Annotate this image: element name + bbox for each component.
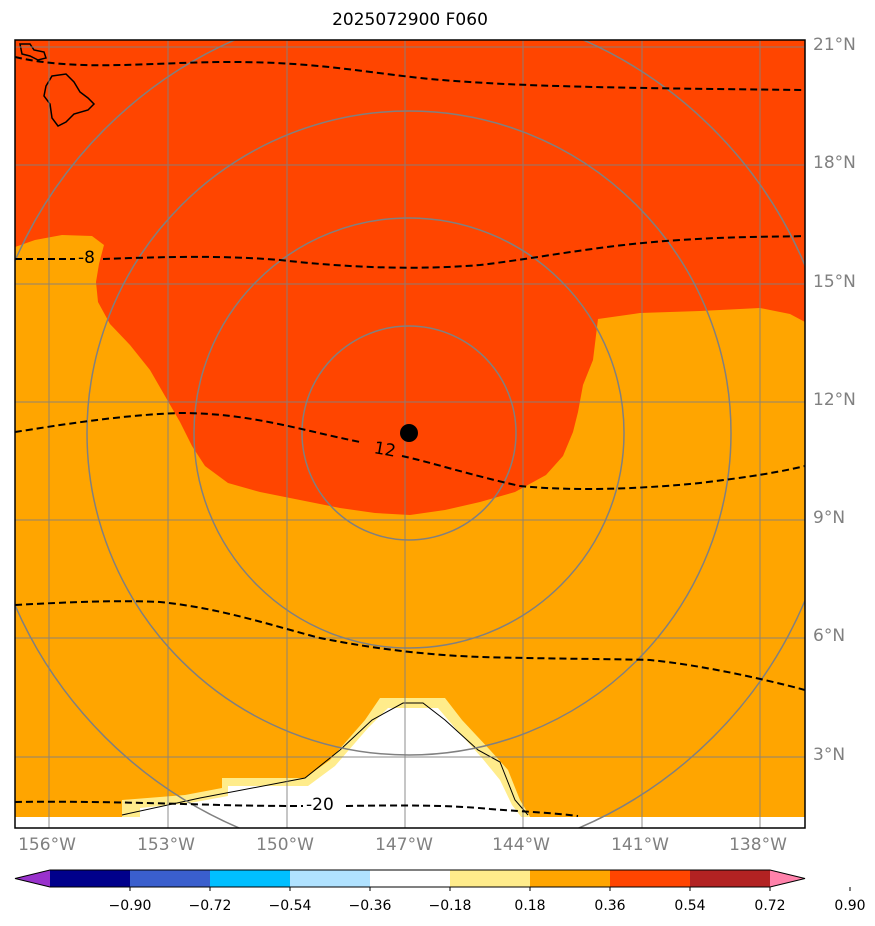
lat-label-6n: 6°N — [813, 626, 846, 646]
contour-label-minus20: -20 — [306, 795, 334, 815]
colorbar-tick-label: 0.36 — [594, 898, 626, 914]
colorbar — [14, 869, 851, 891]
contour-line-minus20 — [15, 800, 579, 817]
colorbar-segment — [530, 870, 611, 887]
graticule — [15, 40, 805, 828]
map-area — [15, 40, 805, 828]
lon-label-156w: 156°W — [18, 835, 76, 855]
map-frame — [14, 39, 806, 829]
contour-label-minus8: -8 — [78, 248, 95, 268]
range-ring-2 — [193, 217, 625, 649]
colorbar-segment — [50, 870, 131, 887]
lat-label-9n: 9°N — [813, 508, 846, 528]
contour-line-top — [15, 56, 805, 91]
colorbar-tick-label: 0.90 — [834, 898, 866, 914]
contours — [15, 56, 805, 817]
colorbar-extend-low — [15, 870, 50, 887]
range-ring-1 — [301, 325, 517, 541]
colorbar-tick-label: −0.90 — [108, 898, 152, 914]
lon-label-141w: 141°W — [611, 835, 669, 855]
colorbar-extend-high — [770, 870, 805, 887]
colorbar-tick-label: 0.72 — [754, 898, 786, 914]
contour-label-12: 12 — [372, 438, 398, 462]
hawaii-big-island — [43, 73, 96, 127]
contour-line-12 — [15, 411, 805, 491]
colorbar-segment — [290, 870, 371, 887]
colorbar-segment — [210, 870, 291, 887]
lat-label-21n: 21°N — [813, 35, 856, 55]
lon-label-147w: 147°W — [375, 835, 433, 855]
lon-label-144w: 144°W — [492, 835, 550, 855]
lat-label-15n: 15°N — [813, 272, 856, 292]
contour-line-lower — [15, 600, 805, 691]
colorbar-tick-label: −0.54 — [268, 898, 312, 914]
storm-center-marker — [400, 424, 418, 442]
colorbar-segment — [690, 870, 771, 887]
colorbar-outline — [14, 869, 806, 888]
field-red-region — [15, 40, 805, 515]
map-title: 2025072900 F060 — [332, 10, 488, 30]
lon-label-150w: 150°W — [256, 835, 314, 855]
colorbar-segment — [610, 870, 691, 887]
range-rings — [15, 40, 805, 828]
colorbar-tick-label: 0.18 — [514, 898, 546, 914]
colorbar-segment — [370, 870, 451, 887]
lat-label-12n: 12°N — [813, 390, 856, 410]
contour-line-minus8 — [15, 235, 805, 269]
colorbar-segment — [130, 870, 211, 887]
colorbar-tick-label: −0.72 — [188, 898, 232, 914]
lon-label-138w: 138°W — [729, 835, 787, 855]
colorbar-segment — [450, 870, 531, 887]
lat-label-3n: 3°N — [813, 745, 846, 765]
range-ring-3 — [86, 110, 732, 756]
colorbar-tick-label: −0.36 — [348, 898, 392, 914]
maui-island — [19, 43, 47, 61]
colorbar-tick-label: 0.54 — [674, 898, 706, 914]
lon-label-153w: 153°W — [137, 835, 195, 855]
lat-label-18n: 18°N — [813, 153, 856, 173]
field-bottom-strip — [15, 817, 805, 828]
field-white-region — [140, 708, 522, 818]
colorbar-tick-label: −0.18 — [428, 898, 472, 914]
